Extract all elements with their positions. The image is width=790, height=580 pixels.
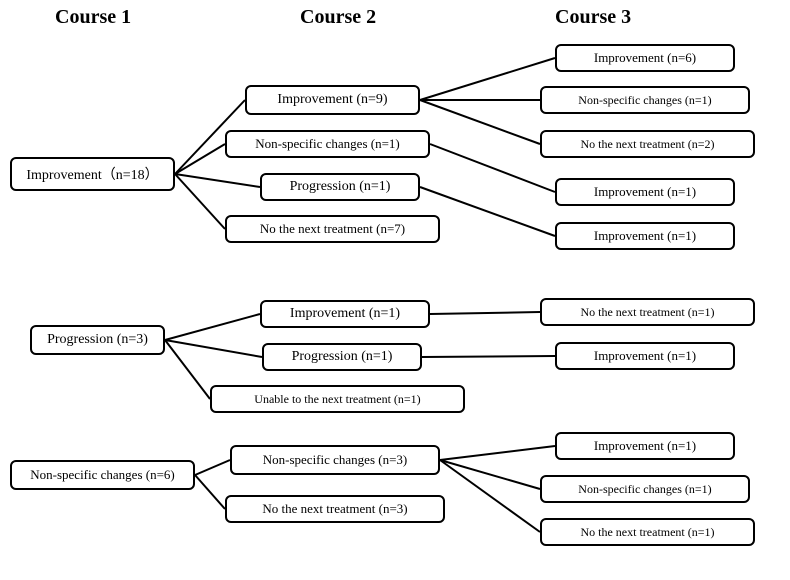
column-header: Course 1 (55, 6, 131, 29)
edge (440, 460, 540, 532)
tree-node: No the next treatment (n=7) (225, 215, 440, 243)
tree-node: No the next treatment (n=1) (540, 298, 755, 326)
edge (420, 58, 555, 100)
tree-node: No the next treatment (n=3) (225, 495, 445, 523)
tree-node: Improvement (n=1) (555, 342, 735, 370)
tree-node: Improvement (n=1) (260, 300, 430, 328)
tree-node: Non-specific changes (n=1) (540, 475, 750, 503)
tree-node: Improvement (n=1) (555, 178, 735, 206)
edge (165, 340, 262, 357)
tree-node: Unable to the next treatment (n=1) (210, 385, 465, 413)
tree-node: Non-specific changes (n=3) (230, 445, 440, 475)
edge (420, 100, 540, 144)
edge (175, 174, 225, 229)
edge (165, 340, 210, 399)
edge (175, 174, 260, 187)
edge (195, 460, 230, 475)
edge (422, 356, 555, 357)
edge (440, 446, 555, 460)
tree-node: No the next treatment (n=1) (540, 518, 755, 546)
tree-node: Improvement (n=6) (555, 44, 735, 72)
tree-node: Improvement (n=1) (555, 222, 735, 250)
tree-node: Progression (n=1) (262, 343, 422, 371)
edge (165, 314, 260, 340)
edge (430, 144, 555, 192)
tree-node: Improvement（n=18） (10, 157, 175, 191)
edge (175, 144, 225, 174)
tree-node: Progression (n=3) (30, 325, 165, 355)
tree-node: Non-specific changes (n=1) (540, 86, 750, 114)
column-header: Course 2 (300, 6, 376, 29)
column-header: Course 3 (555, 6, 631, 29)
tree-node: Improvement (n=9) (245, 85, 420, 115)
tree-node: Progression (n=1) (260, 173, 420, 201)
edge (440, 460, 540, 489)
tree-node: Improvement (n=1) (555, 432, 735, 460)
tree-node: No the next treatment (n=2) (540, 130, 755, 158)
tree-node: Non-specific changes (n=1) (225, 130, 430, 158)
edge (195, 475, 225, 509)
tree-node: Non-specific changes (n=6) (10, 460, 195, 490)
edge (420, 187, 555, 236)
edge (430, 312, 540, 314)
